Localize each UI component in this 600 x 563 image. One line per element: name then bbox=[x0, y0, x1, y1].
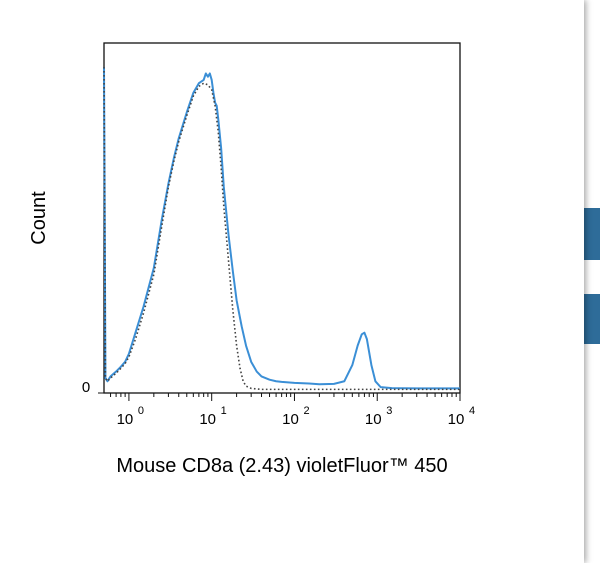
x-tick-label: 10 bbox=[448, 411, 465, 428]
control-series-line bbox=[103, 66, 460, 391]
x-tick-exponent: 4 bbox=[469, 405, 475, 417]
background-nav-bar bbox=[584, 208, 600, 260]
x-tick-exponent: 0 bbox=[138, 405, 144, 417]
histogram-chart: 10 0 10 1 10 2 10 3 10 4 0 Count Mouse CD8a (2.43… bbox=[28, 42, 476, 477]
y-tick-label-zero: 0 bbox=[82, 379, 90, 396]
x-tick-label: 10 bbox=[282, 411, 299, 428]
stained-series-line bbox=[103, 66, 460, 390]
x-tick-exponent: 1 bbox=[221, 405, 227, 417]
x-tick-exponent: 3 bbox=[386, 405, 392, 417]
tick-label-group: 10 0 10 1 10 2 10 3 10 4 bbox=[117, 405, 476, 428]
series-group bbox=[103, 66, 460, 391]
background-page bbox=[584, 0, 600, 563]
tick-group bbox=[98, 392, 461, 401]
plot-frame bbox=[103, 42, 461, 394]
x-tick-label: 10 bbox=[117, 411, 134, 428]
x-axis-title: Mouse CD8a (2.43) violetFluor™ 450 bbox=[116, 455, 447, 477]
x-tick-label: 10 bbox=[365, 411, 382, 428]
x-tick-label: 10 bbox=[199, 411, 216, 428]
image-modal: 10 0 10 1 10 2 10 3 10 4 0 Count Mouse CD8a (2.43… bbox=[0, 0, 584, 563]
y-axis-title: Count bbox=[28, 191, 50, 245]
background-nav-bar bbox=[584, 294, 600, 344]
x-tick-exponent: 2 bbox=[303, 405, 309, 417]
